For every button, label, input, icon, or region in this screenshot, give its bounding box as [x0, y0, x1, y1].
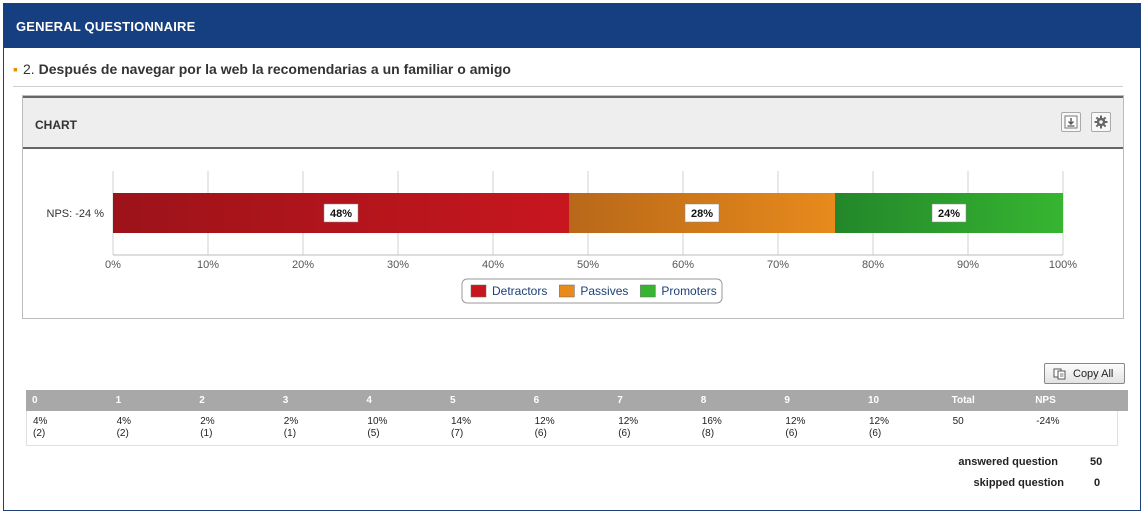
x-tick-label: 70% [767, 259, 789, 271]
cell-count: (1) [283, 428, 297, 439]
x-tick-label: 50% [577, 259, 599, 271]
data-label-passives: 28% [691, 208, 713, 220]
table-header-cell: Total [951, 395, 975, 406]
x-tick-label: 100% [1049, 259, 1077, 271]
table-cell: 4% (2) [117, 416, 131, 440]
table-header-cell: 9 [784, 395, 790, 406]
cell-count: (2) [33, 428, 46, 439]
table-cell: 12% (6) [535, 416, 555, 440]
copy-all-button[interactable]: Copy All [1044, 363, 1125, 384]
cell-count: (7) [451, 428, 464, 439]
question-divider [13, 86, 1123, 87]
cell-count: (6) [785, 428, 798, 439]
x-tick-label: 90% [957, 259, 979, 271]
cell-percent: 12% [534, 416, 555, 427]
data-label-detractors: 48% [330, 208, 352, 220]
cell-count: (6) [618, 428, 631, 439]
copy-all-label: Copy All [1073, 368, 1114, 380]
table-header-cell: 3 [282, 395, 289, 406]
cell-count: (1) [200, 428, 213, 439]
cell-count: (6) [534, 428, 547, 439]
table-header-cell: 2 [199, 395, 205, 406]
table-cell: 50 [953, 416, 964, 428]
cell-count: (8) [701, 428, 715, 439]
question-text: Después de navegar por la web la recomen… [38, 61, 511, 77]
question-number: 2. [22, 61, 35, 77]
nps-stacked-bar-chart: 0% 10% 20% 30% 40% 50% 60% 70% 80% 90% 100% NPS: -2… [47, 171, 1077, 304]
cell-percent: 4% [116, 416, 132, 427]
data-label-promoters: 24% [938, 208, 960, 220]
gear-icon[interactable] [1091, 112, 1111, 132]
legend-swatch-promoters [640, 284, 656, 298]
table-cell: 2% (1) [284, 416, 298, 440]
x-tick-label: 0% [105, 259, 121, 271]
cell-percent: 12% [618, 416, 639, 427]
legend-box [461, 278, 723, 304]
x-tick-label: 30% [387, 259, 409, 271]
table-header-cell: 8 [700, 395, 707, 406]
cell-percent: 12% [785, 416, 806, 427]
cell-percent: 14% [451, 416, 472, 427]
table-header-cell: 4 [366, 395, 372, 406]
table-header-cell: 1 [115, 395, 122, 406]
answered-question-label: answered question [958, 456, 1058, 468]
table-cell: 12% (6) [785, 416, 805, 440]
legend-swatch-detractors [470, 284, 487, 298]
table-cell: -24% [1036, 416, 1059, 428]
x-tick-label: 80% [862, 259, 884, 271]
legend-swatch-passives [559, 284, 575, 298]
table-header-cell: 0 [32, 395, 38, 406]
cell-percent: 2% [283, 416, 299, 427]
table-cell: 12% (6) [618, 416, 638, 440]
skipped-question-value: 0 [1094, 477, 1101, 489]
x-tick-label: 40% [482, 259, 504, 271]
cell-percent: 4% [33, 416, 48, 427]
cell-percent: 10% [367, 416, 388, 427]
cell-count: (5) [367, 428, 380, 439]
cell-percent: 16% [701, 416, 722, 427]
response-table-row: 4% (2) 4% (2) 2% (1) 2% (1) 10% (5) 14% (7) 12% (6) 12… [26, 411, 1118, 446]
cell-count: (6) [869, 428, 882, 439]
legend-entry-promoters[interactable]: Promoters [661, 284, 716, 298]
data-label-box [931, 203, 967, 223]
legend-entry-detractors[interactable]: Detractors [492, 284, 547, 298]
chart-panel-header: CHART [23, 96, 1123, 149]
header-title: GENERAL QUESTIONNAIRE [16, 19, 196, 34]
x-tick-label: 10% [197, 259, 219, 271]
table-header-cell: 5 [450, 395, 456, 406]
cell-percent: 2% [200, 416, 215, 427]
legend-entry-passives[interactable]: Passives [580, 284, 628, 298]
table-cell: 14% (7) [451, 416, 471, 440]
table-cell: 12% (6) [869, 416, 889, 440]
chart-panel-title: CHART [35, 118, 77, 132]
cell-percent: 50 [952, 416, 964, 427]
table-header-cell: 10 [868, 395, 880, 406]
download-icon[interactable] [1061, 112, 1081, 132]
cell-percent: -24% [1036, 416, 1060, 427]
x-tick-label: 60% [672, 259, 694, 271]
cell-count: (2) [116, 428, 129, 439]
x-tick-label: 20% [292, 259, 314, 271]
header-bar: GENERAL QUESTIONNAIRE [4, 4, 1140, 48]
chart-panel: CHART 0% 10% 20% 30% 40% 50% 60% 70% 80% 90% 100 [22, 95, 1124, 319]
copy-icon [1053, 368, 1067, 383]
data-label-box [684, 203, 720, 223]
table-cell: 2% (1) [200, 416, 214, 440]
data-label-box [323, 203, 359, 223]
table-header-cell: 6 [533, 395, 540, 406]
table-header-cell: NPS [1035, 395, 1056, 406]
answered-question-value: 50 [1090, 456, 1103, 468]
skipped-question-label: skipped question [973, 477, 1064, 489]
table-cell: 16% (8) [702, 416, 722, 440]
cell-percent: 12% [869, 416, 890, 427]
response-table-header: 0 1 2 3 4 5 6 7 8 9 10 Total NPS [26, 390, 1128, 411]
table-cell: 10% (5) [367, 416, 387, 440]
question-bullet-icon: ▪ [13, 61, 18, 77]
table-header-cell: 7 [617, 395, 623, 406]
category-label: NPS: -24 % [47, 208, 105, 220]
table-cell: 4% (2) [33, 416, 47, 440]
question-heading: ▪ 2. Después de navegar por la web la reco… [13, 61, 511, 77]
